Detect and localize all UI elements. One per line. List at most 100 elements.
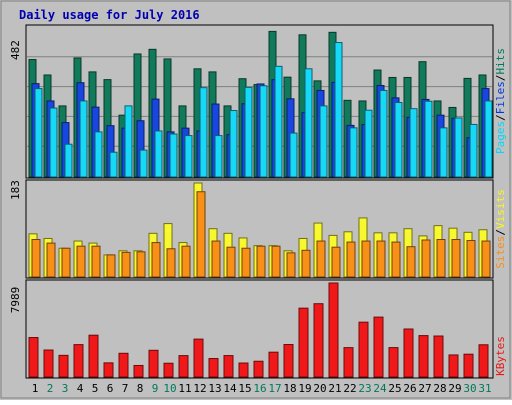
x-tick-label: 5 [92,382,99,395]
bar-sites-day-20 [316,240,326,278]
bar-sites-day-21 [331,246,341,278]
bar-sites-day-8 [136,251,146,278]
bar-pages-day-21 [334,42,343,178]
bar-pages-day-15 [244,86,253,178]
x-tick-label: 18 [283,382,296,395]
bar-kbytes-day-31 [478,344,489,378]
bar-kbytes-day-10 [163,362,174,378]
bar-sites-day-2 [46,242,56,278]
x-tick-label: 8 [137,382,144,395]
legend: KBytes [494,336,507,376]
bar-pages-day-10 [169,133,178,178]
bar-kbytes-day-1 [28,337,39,378]
x-tick-label: 26 [403,382,416,395]
bar-kbytes-day-20 [313,303,324,378]
bar-kbytes-day-14 [223,355,234,378]
bar-kbytes-day-28 [433,335,444,378]
x-tick-label: 16 [253,382,266,395]
x-tick-label: 6 [107,382,114,395]
bar-sites-day-7 [121,251,131,278]
bar-pages-day-12 [199,87,208,178]
bar-sites-day-12 [196,191,206,278]
bar-sites-day-22 [346,241,356,278]
bar-kbytes-day-8 [133,364,144,378]
kbytes-panel: 7989 KBytes [9,279,507,379]
pages-files-hits-panel: 482 Pages/Files/Hits [9,24,507,179]
bar-sites-day-11 [181,245,191,278]
bar-pages-day-30 [469,123,478,178]
x-tick-label: 4 [77,382,84,395]
bar-pages-day-8 [139,149,148,178]
bar-kbytes-day-23 [358,321,369,378]
bar-kbytes-day-27 [418,335,429,378]
bar-pages-day-4 [79,100,88,178]
bar-kbytes-day-25 [388,347,399,378]
bar-kbytes-day-6 [103,362,114,378]
bar-pages-day-27 [424,100,433,178]
legend-item: / [494,229,507,236]
chart-title: Daily usage for July 2016 [19,8,200,22]
bar-sites-day-13 [211,240,221,278]
bar-pages-day-24 [379,89,388,178]
legend-item: Files [494,81,507,114]
y-max-label: 482 [9,40,22,60]
bar-kbytes-day-3 [58,354,69,378]
bar-pages-day-6 [109,151,118,178]
bar-pages-day-14 [229,110,238,178]
x-tick-label: 11 [178,382,191,395]
bar-pages-day-25 [394,102,403,178]
bar-sites-day-29 [451,239,461,278]
sites-visits-panel: 183 Sites/Visits [9,179,507,279]
x-tick-label: 28 [433,382,446,395]
legend-item: Visits [494,189,507,229]
bar-pages-day-29 [454,117,463,178]
x-tick-label: 9 [152,382,159,395]
x-tick-label: 12 [193,382,206,395]
legend-item: Hits [494,48,507,75]
bar-pages-day-7 [124,105,133,178]
bar-pages-day-18 [289,132,298,178]
x-tick-label: 3 [62,382,69,395]
bar-pages-day-28 [439,127,448,178]
bar-sites-day-17 [271,245,281,278]
x-tick-label: 10 [163,382,176,395]
y-max-label: 7989 [9,287,22,314]
x-tick-label: 17 [268,382,281,395]
x-tick-label: 23 [358,382,371,395]
bar-sites-day-25 [391,241,401,278]
x-tick-label: 13 [208,382,221,395]
x-tick-label: 15 [238,382,251,395]
bar-kbytes-day-4 [73,344,84,378]
bar-sites-day-30 [466,240,476,278]
bar-kbytes-day-17 [268,351,279,378]
x-tick-label: 25 [388,382,401,395]
bar-sites-day-31 [481,240,491,278]
bar-sites-day-1 [31,239,41,278]
bar-sites-day-6 [106,254,116,278]
bar-kbytes-day-16 [253,360,264,378]
bar-pages-day-26 [409,108,418,178]
bar-sites-day-16 [256,245,266,278]
bar-pages-day-3 [64,143,73,178]
bar-kbytes-day-12 [193,338,204,378]
bar-pages-day-5 [94,131,103,178]
bar-sites-day-15 [241,247,251,278]
bar-sites-day-5 [91,245,101,278]
bar-pages-day-20 [319,105,328,178]
bar-pages-day-1 [34,88,43,178]
bar-kbytes-day-30 [463,353,474,378]
x-tick-label: 14 [223,382,237,395]
bar-kbytes-day-26 [403,328,414,378]
bar-pages-day-19 [304,68,313,178]
legend-item: / [494,75,507,82]
x-tick-label: 27 [418,382,431,395]
bars [28,282,489,378]
bar-sites-day-26 [406,246,416,278]
x-tick-label: 29 [448,382,461,395]
bar-kbytes-day-24 [373,316,384,378]
x-tick-label: 1 [32,382,39,395]
bar-pages-day-11 [184,135,193,178]
bars [28,182,491,278]
bar-kbytes-day-13 [208,358,219,378]
